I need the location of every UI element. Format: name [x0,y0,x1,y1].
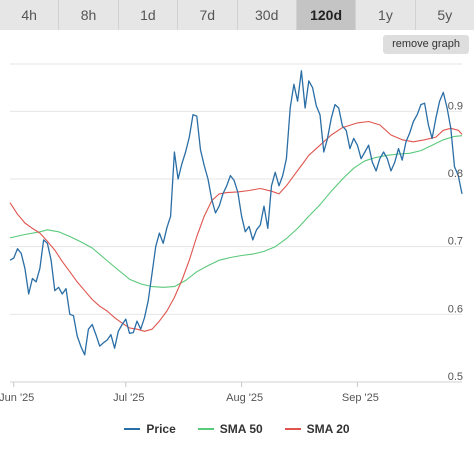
legend-label-sma20: SMA 20 [306,422,350,436]
tab-1d[interactable]: 1d [118,0,179,30]
tab-1y[interactable]: 1y [356,0,416,30]
chart-legend: Price SMA 50 SMA 20 [0,418,474,440]
legend-swatch-sma20 [284,428,301,430]
remove-graph-button[interactable]: remove graph [383,35,469,54]
legend-item-sma20[interactable]: SMA 20 [284,418,350,440]
chart-grid [10,63,462,315]
chart-axes: 0.5 0.6 0.7 0.8 0.9 Jun '25 Jul '25 Aug '25 Sep … [0,100,463,404]
tab-7d[interactable]: 7d [178,0,238,30]
x-tick-label: Jul '25 [113,392,144,404]
tab-120d[interactable]: 120d [296,0,357,30]
legend-label-price: Price [146,422,176,436]
series-line-sma50 [9,135,463,288]
y-tick-label: 0.7 [448,236,463,248]
x-tick-label: Aug '25 [226,392,263,404]
time-range-tabs: 4h 8h 1d 7d 30d 120d 1y 5y [0,0,474,30]
series-line-sma20 [9,120,463,332]
chart-series [9,70,463,356]
legend-label-sma50: SMA 50 [219,422,263,436]
tab-8h[interactable]: 8h [59,0,119,30]
legend-swatch-price [124,428,141,430]
x-tick-label: Sep '25 [342,392,379,404]
legend-item-price[interactable]: Price [124,418,176,440]
y-tick-label: 0.6 [448,303,463,315]
legend-swatch-sma50 [197,428,214,430]
tab-4h[interactable]: 4h [0,0,60,30]
x-tick-label: Jun '25 [0,392,34,404]
y-tick-label: 0.8 [448,168,463,180]
series-line-price [9,70,463,356]
legend-item-sma50[interactable]: SMA 50 [197,418,263,440]
y-tick-label: 0.5 [448,371,463,383]
tab-5y[interactable]: 5y [415,0,474,30]
tab-30d[interactable]: 30d [237,0,297,30]
y-tick-label: 0.9 [448,100,463,112]
